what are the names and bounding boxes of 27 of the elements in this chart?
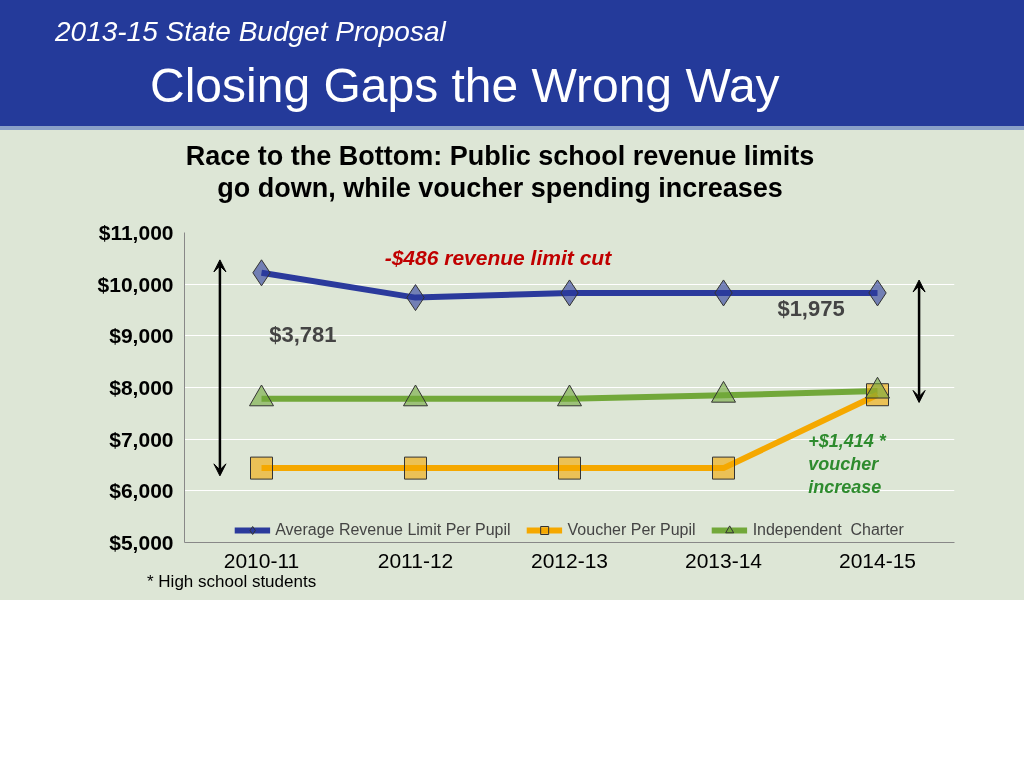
legend-label: Independent Charter [752,521,904,539]
annotation: -$486 revenue limit cut [384,245,613,269]
x-tick-label: 2012-13 [530,548,609,572]
y-tick-label: $10,000 [97,272,174,296]
y-tick-label: $5,000 [109,531,174,554]
y-tick-label: $8,000 [109,376,174,399]
point [404,456,427,480]
x-tick-label: 2013-14 [684,548,763,572]
text: * High school students [146,571,317,593]
y-tick-label: $6,000 [109,479,174,503]
annotation: $1,975 [777,295,845,321]
legend-label: Voucher Per Pupil [567,521,696,539]
chart-title: Closing Gaps the Wrong Way [149,58,781,114]
y-tick-label: $9,000 [109,324,174,348]
legend-label: Average Revenue Limit Per Pupil [275,521,511,539]
point [712,456,735,480]
y-tick-label: $7,000 [109,427,174,451]
y-tick-label: $11,000 [98,221,174,244]
annotation: +$1,414 * voucher increase [808,430,887,497]
x-tick-label: 2014-15 [838,548,917,572]
chart-subtitle: 2013-15 State Budget Proposal [55,15,448,49]
point [250,456,273,480]
text: Race to the Bottom: Public school revenue limits go down, while voucher spending increases [184,140,816,205]
annotation: $3,781 [269,322,337,348]
x-tick-label: 2010-11 [223,548,300,572]
point [558,456,581,480]
x-tick-label: 2011-12 [377,548,454,572]
